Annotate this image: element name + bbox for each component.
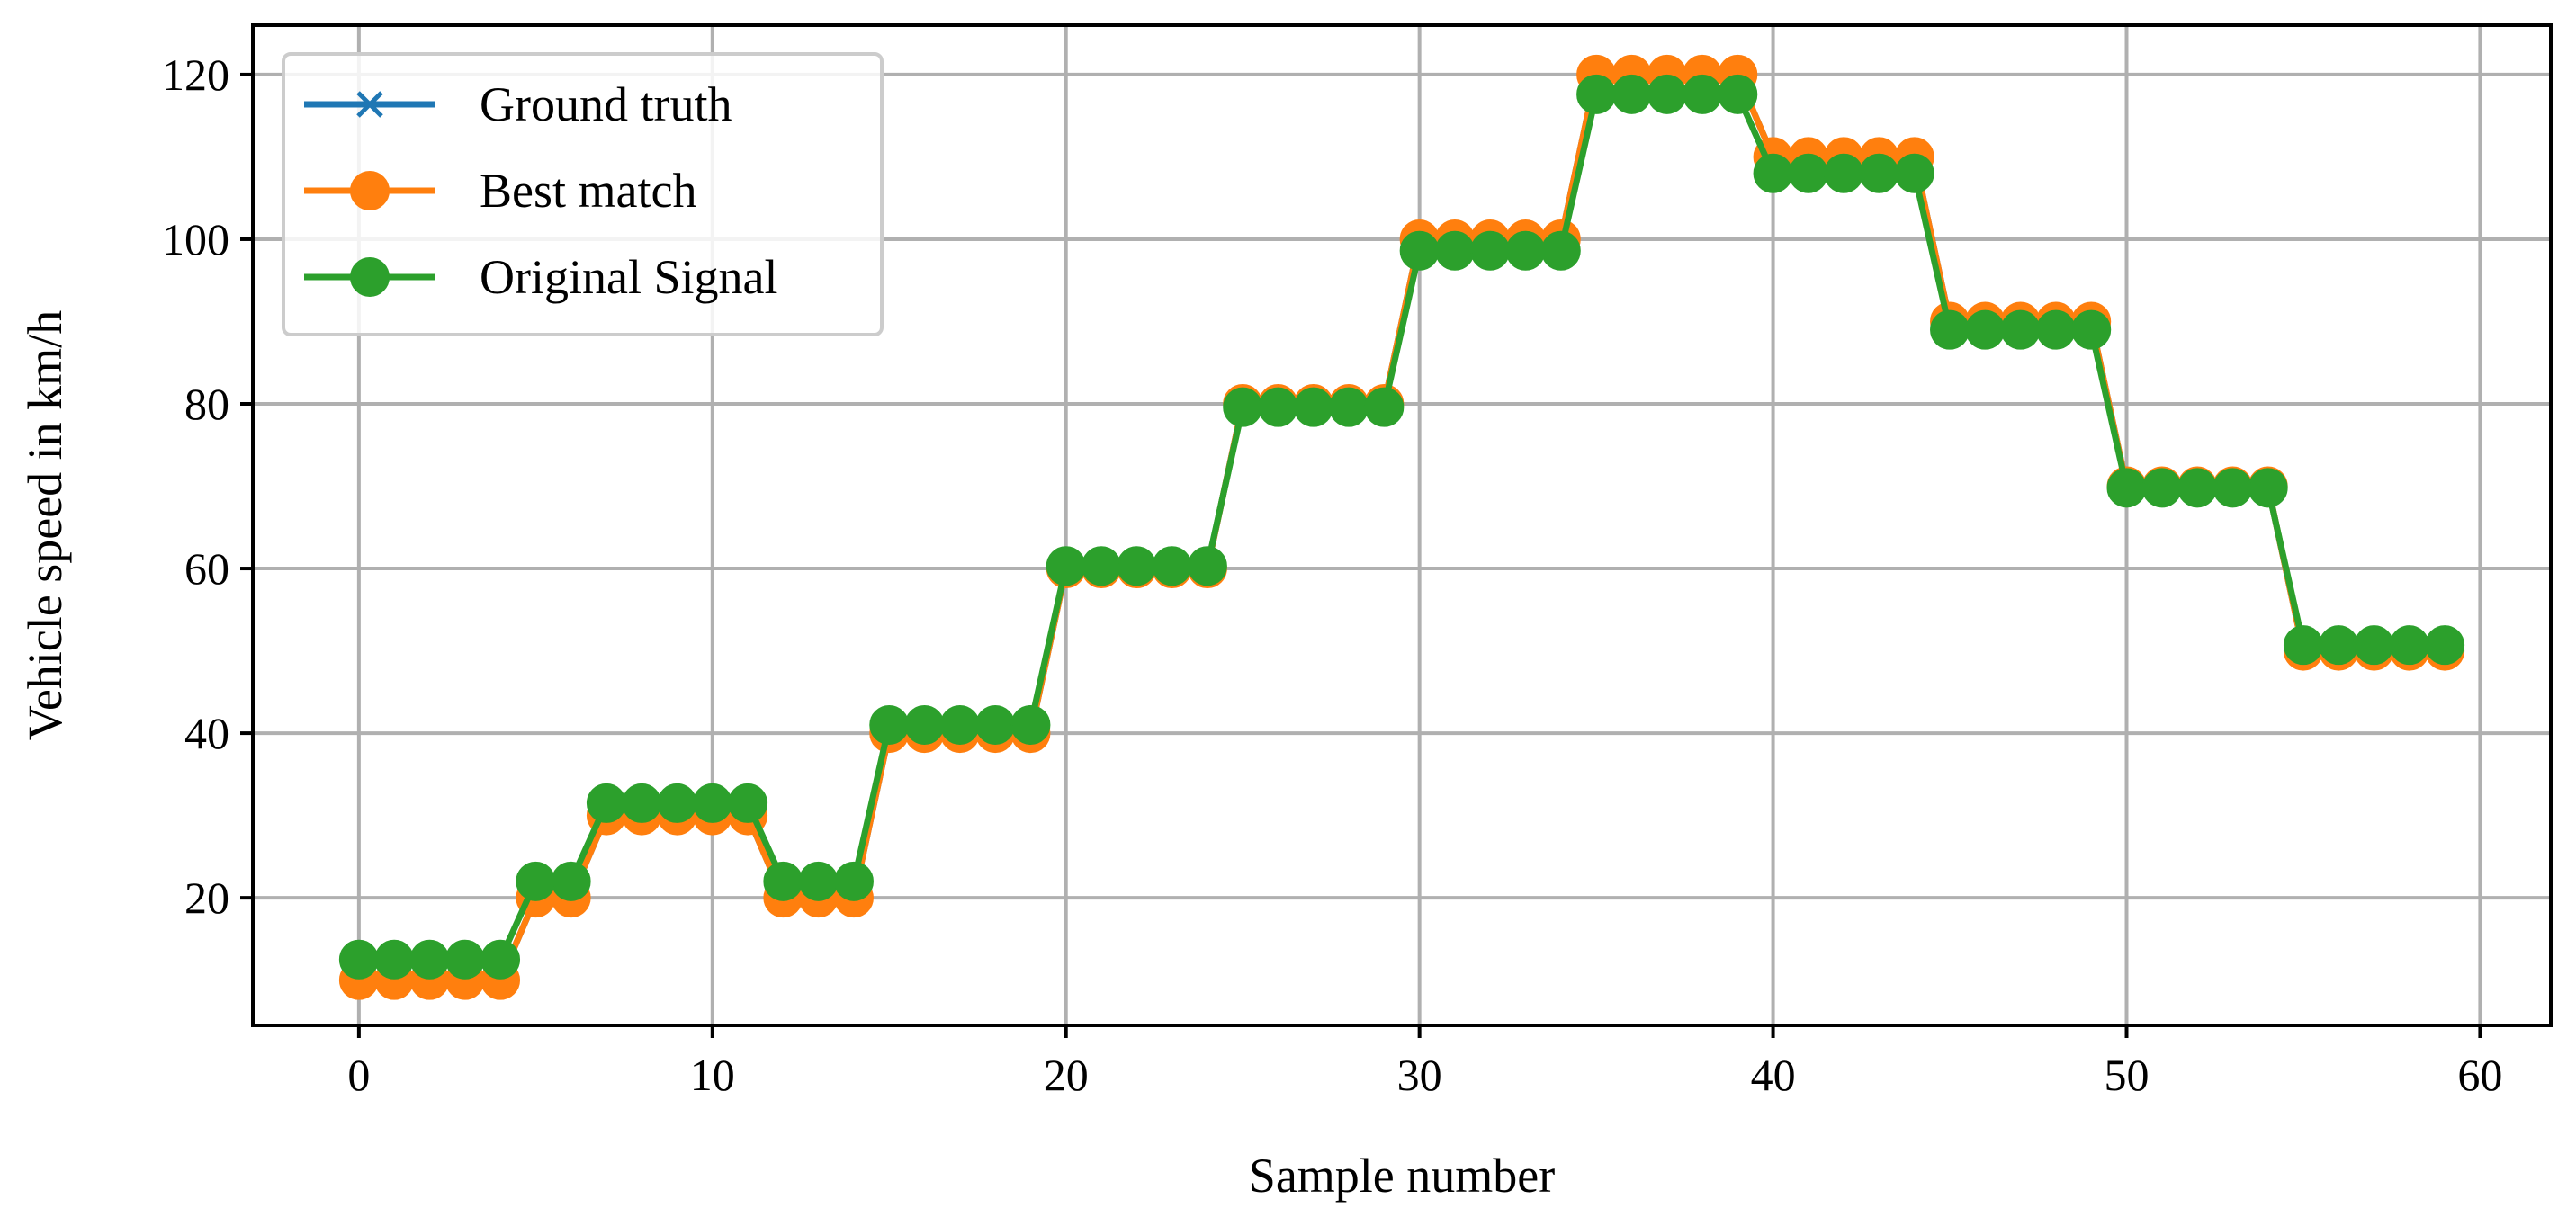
data-point-original-signal xyxy=(1894,153,1934,193)
data-point-original-signal xyxy=(2177,468,2218,508)
x-tick-label: 0 xyxy=(347,1050,370,1100)
plot-frame xyxy=(251,23,2553,1027)
data-point-original-signal xyxy=(551,861,591,901)
data-point-original-signal xyxy=(763,861,803,901)
data-point-original-signal xyxy=(1010,704,1051,745)
data-point-original-signal xyxy=(1965,309,2006,350)
data-point-original-signal xyxy=(409,939,450,980)
y-axis-label: Vehicle speed in km/h xyxy=(18,310,72,740)
data-point-original-signal xyxy=(1540,230,1581,271)
data-point-original-signal xyxy=(1470,230,1511,271)
data-point-original-signal xyxy=(1611,74,1652,114)
data-point-original-signal xyxy=(2141,468,2182,508)
data-point-original-signal xyxy=(374,939,415,980)
data-point-original-signal xyxy=(2106,468,2147,508)
data-point-original-signal xyxy=(2035,309,2076,350)
legend-item-ground-truth: Ground truth xyxy=(304,77,732,131)
data-point-original-signal xyxy=(1576,74,1617,114)
series-layer xyxy=(338,54,2465,1000)
data-point-original-signal xyxy=(338,939,379,980)
data-point-original-signal xyxy=(1329,387,1369,427)
x-tick-label: 10 xyxy=(690,1050,735,1100)
data-point-original-signal xyxy=(1187,546,1227,586)
legend-marker-best-match xyxy=(350,171,390,210)
data-point-original-signal xyxy=(798,861,839,901)
data-point-original-signal xyxy=(1223,387,1263,427)
data-point-original-signal xyxy=(2283,625,2323,666)
data-point-original-signal xyxy=(480,939,521,980)
data-point-original-signal xyxy=(2248,468,2288,508)
y-tick-label: 40 xyxy=(184,708,229,758)
data-point-original-signal xyxy=(1082,546,1122,586)
data-point-original-signal xyxy=(2354,625,2394,666)
data-point-original-signal xyxy=(1258,387,1298,427)
data-point-original-signal xyxy=(516,861,556,901)
x-tick-label: 50 xyxy=(2104,1050,2149,1100)
data-point-original-signal xyxy=(1046,546,1086,586)
legend-label-ground-truth: Ground truth xyxy=(480,77,732,131)
data-point-original-signal xyxy=(2319,625,2359,666)
data-point-original-signal xyxy=(1718,74,1758,114)
data-point-original-signal xyxy=(2425,625,2465,666)
data-point-original-signal xyxy=(939,704,980,745)
x-tick-label: 30 xyxy=(1397,1050,1442,1100)
data-point-original-signal xyxy=(657,783,697,823)
data-point-original-signal xyxy=(1434,230,1475,271)
data-point-original-signal xyxy=(444,939,485,980)
y-tick-label: 100 xyxy=(162,214,229,264)
legend-label-best-match: Best match xyxy=(480,164,696,218)
legend-label-original-signal: Original Signal xyxy=(480,250,777,304)
x-tick-label: 40 xyxy=(1751,1050,1796,1100)
data-point-original-signal xyxy=(2212,468,2253,508)
data-point-original-signal xyxy=(1152,546,1192,586)
y-tick-label: 120 xyxy=(162,49,229,100)
y-tick-label: 60 xyxy=(184,543,229,594)
data-point-original-signal xyxy=(1788,153,1828,193)
data-point-original-signal xyxy=(833,861,874,901)
legend-box xyxy=(282,52,884,336)
series-original-signal xyxy=(338,74,2465,980)
data-point-original-signal xyxy=(975,704,1016,745)
data-point-original-signal xyxy=(1682,74,1722,114)
data-point-original-signal xyxy=(1859,153,1899,193)
data-point-original-signal xyxy=(1753,153,1793,193)
x-tick-label: 60 xyxy=(2457,1050,2502,1100)
x-axis-label: Sample number xyxy=(1249,1149,1555,1203)
x-tick-label: 20 xyxy=(1044,1050,1089,1100)
data-point-original-signal xyxy=(622,783,662,823)
data-point-original-signal xyxy=(692,783,732,823)
axis-ticks: 0 10 20 30 40 50 60 20 40 60 80 100 120 xyxy=(162,49,2502,1100)
legend: Ground truth Best match Original Signal xyxy=(282,52,884,336)
data-point-original-signal xyxy=(728,783,768,823)
legend-marker-ground-truth xyxy=(356,91,383,118)
data-point-original-signal xyxy=(1117,546,1157,586)
legend-item-original-signal: Original Signal xyxy=(304,250,777,304)
data-point-original-signal xyxy=(1293,387,1333,427)
data-point-original-signal xyxy=(1399,230,1440,271)
y-tick-label: 80 xyxy=(184,379,229,429)
legend-item-best-match: Best match xyxy=(304,164,696,218)
data-point-original-signal xyxy=(904,704,945,745)
legend-marker-original-signal xyxy=(350,257,390,297)
data-point-original-signal xyxy=(2071,309,2112,350)
data-point-original-signal xyxy=(1647,74,1687,114)
data-point-original-signal xyxy=(1364,387,1405,427)
data-point-original-signal xyxy=(1505,230,1546,271)
data-point-original-signal xyxy=(2389,625,2429,666)
data-point-original-signal xyxy=(1930,309,1970,350)
data-point-original-signal xyxy=(1824,153,1864,193)
data-point-original-signal xyxy=(2000,309,2041,350)
y-tick-label: 20 xyxy=(184,873,229,923)
data-point-original-signal xyxy=(869,704,910,745)
data-point-original-signal xyxy=(586,783,626,823)
